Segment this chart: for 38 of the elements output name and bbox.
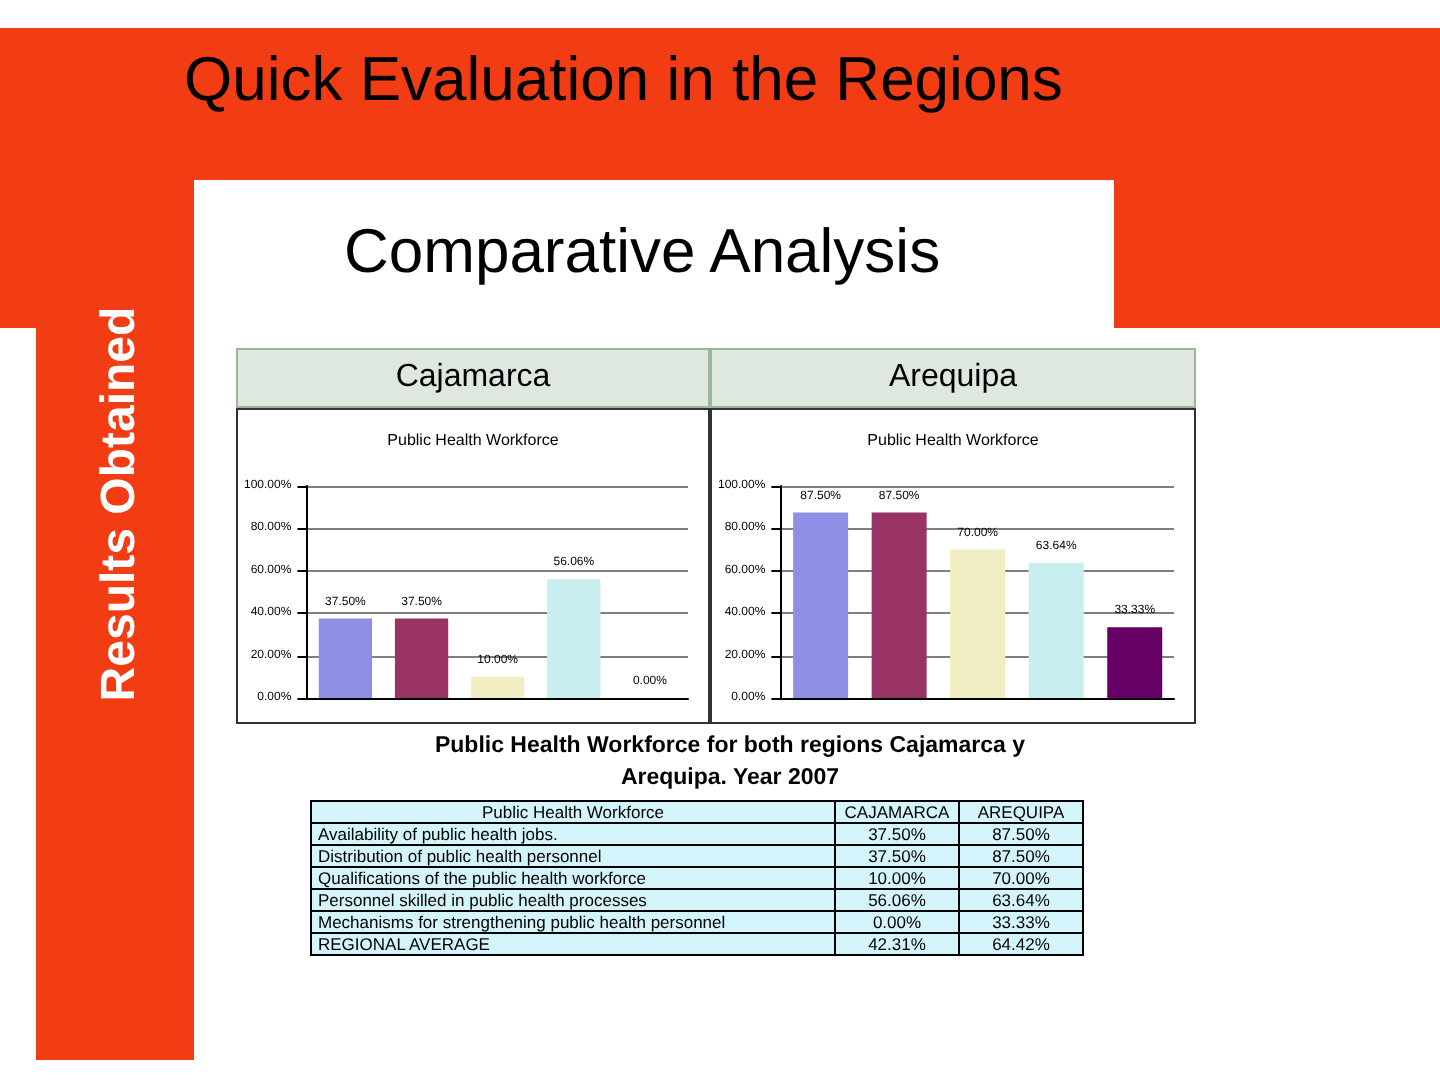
data-label: 10.00% [835,867,959,889]
category-label: Mechanisms for strengthening public health personnel [311,911,835,933]
text: AREQUIPA [959,801,1083,823]
category-label: Qualifications of the public health workforce [311,867,835,889]
text: Results Obtained [92,304,148,706]
data-label: 87.50% [959,823,1083,845]
data-label: 56.06% [835,889,959,911]
data-label: 42.31% [835,933,959,955]
series-label: CAJAMARCA [835,801,959,823]
data-label: 64.42% [959,933,1083,955]
bar [1107,627,1163,698]
data-label: 87.50% [959,845,1083,867]
data-label: 37.50% [835,845,959,867]
data-label: 70.00% [959,867,1083,889]
bar [318,618,373,698]
bar [471,676,525,698]
bar [950,549,1006,698]
data-label: 0.00% [835,911,959,933]
data-label: 63.64% [959,889,1083,911]
bar [793,512,849,698]
bar [1028,563,1084,698]
category-label: REGIONAL AVERAGE [311,933,835,955]
chart-subtitle: Arequipa [710,348,1196,408]
category-label: Distribution of public health personnel [311,845,835,867]
text: Public Health Workforce for both regions Cajamarca y Arequipa. Year 2007 [432,732,1028,794]
text: Comparative Analysis [344,216,941,288]
text: Public Health Workforce [311,801,835,823]
data-label: 37.50% [835,823,959,845]
category-label: Availability of public health jobs. [311,823,835,845]
data-label: 33.33% [959,911,1083,933]
bar [394,618,449,698]
chart-title: Public Health Workforce [387,431,560,449]
bar [871,512,927,698]
chart-subtitle: Cajamarca [236,348,710,408]
chart-title: Public Health Workforce [867,431,1040,449]
bar [547,579,601,698]
category-label: Personnel skilled in public health processes [311,889,835,911]
text: Quick Evaluation in the Regions [184,44,1063,116]
